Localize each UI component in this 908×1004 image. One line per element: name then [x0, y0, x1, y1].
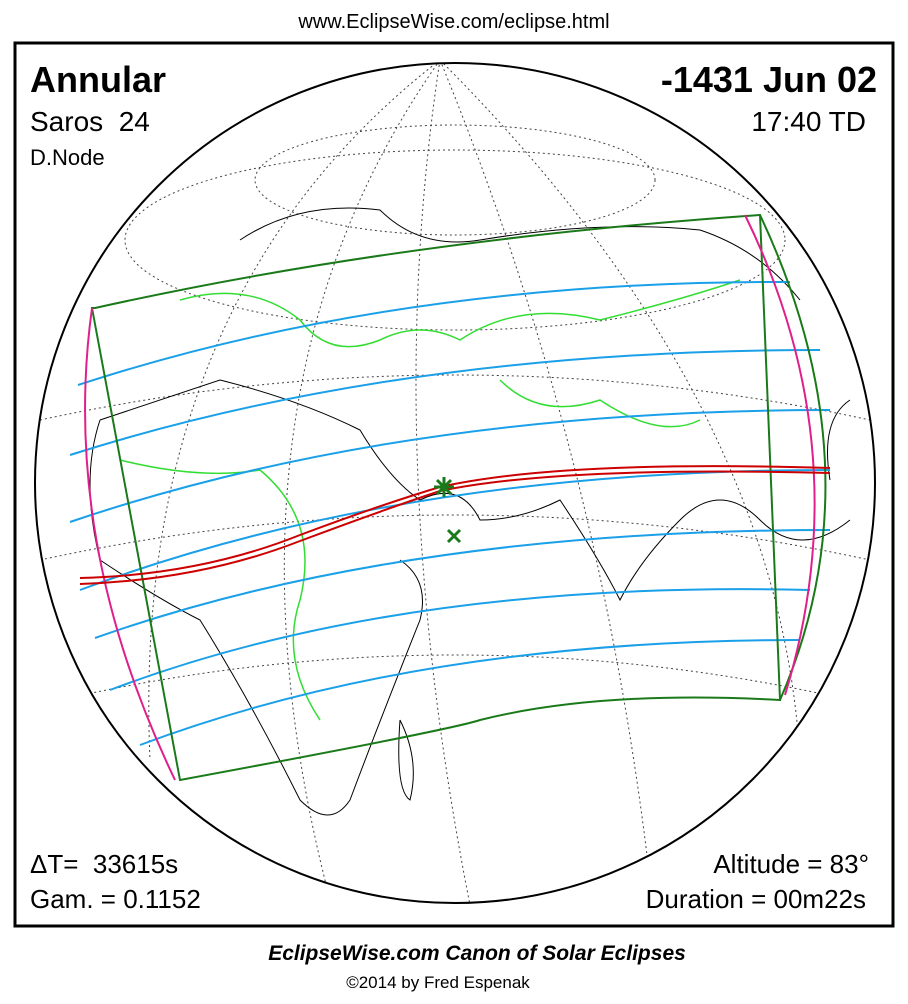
graticule — [39, 63, 871, 903]
gamma: Gam. = 0.1152 — [30, 884, 201, 914]
time: 17:40 TD — [751, 106, 866, 137]
central-line — [79, 465, 831, 579]
duration: Duration = 00m22s — [646, 884, 866, 914]
globe — [39, 63, 871, 903]
latitude-curves — [69, 280, 831, 746]
footer-title: EclipseWise.com Canon of Solar Eclipses — [268, 942, 686, 965]
west-edge — [84, 307, 176, 781]
date: -1431 Jun 02 — [661, 59, 877, 100]
altitude: Altitude = 83° — [713, 849, 869, 879]
coastlines — [89, 207, 851, 816]
country-borders — [119, 279, 741, 721]
node: D.Node — [30, 145, 105, 170]
copyright: ©2014 by Fred Espenak — [346, 973, 530, 992]
greatest-eclipse-marker — [434, 477, 454, 497]
greatest-duration-marker — [446, 528, 462, 544]
central-line — [79, 470, 831, 585]
eclipse-type: Annular — [30, 59, 166, 100]
frame — [13, 41, 895, 928]
path-limits — [90, 213, 782, 782]
delta-t: ΔT= 33615s — [30, 849, 178, 879]
sunset-limit — [759, 214, 827, 701]
east-edge — [744, 214, 816, 696]
globe-outline — [34, 62, 876, 904]
saros: Saros 24 — [30, 106, 150, 137]
url: www.EclipseWise.com/eclipse.html — [297, 11, 609, 33]
